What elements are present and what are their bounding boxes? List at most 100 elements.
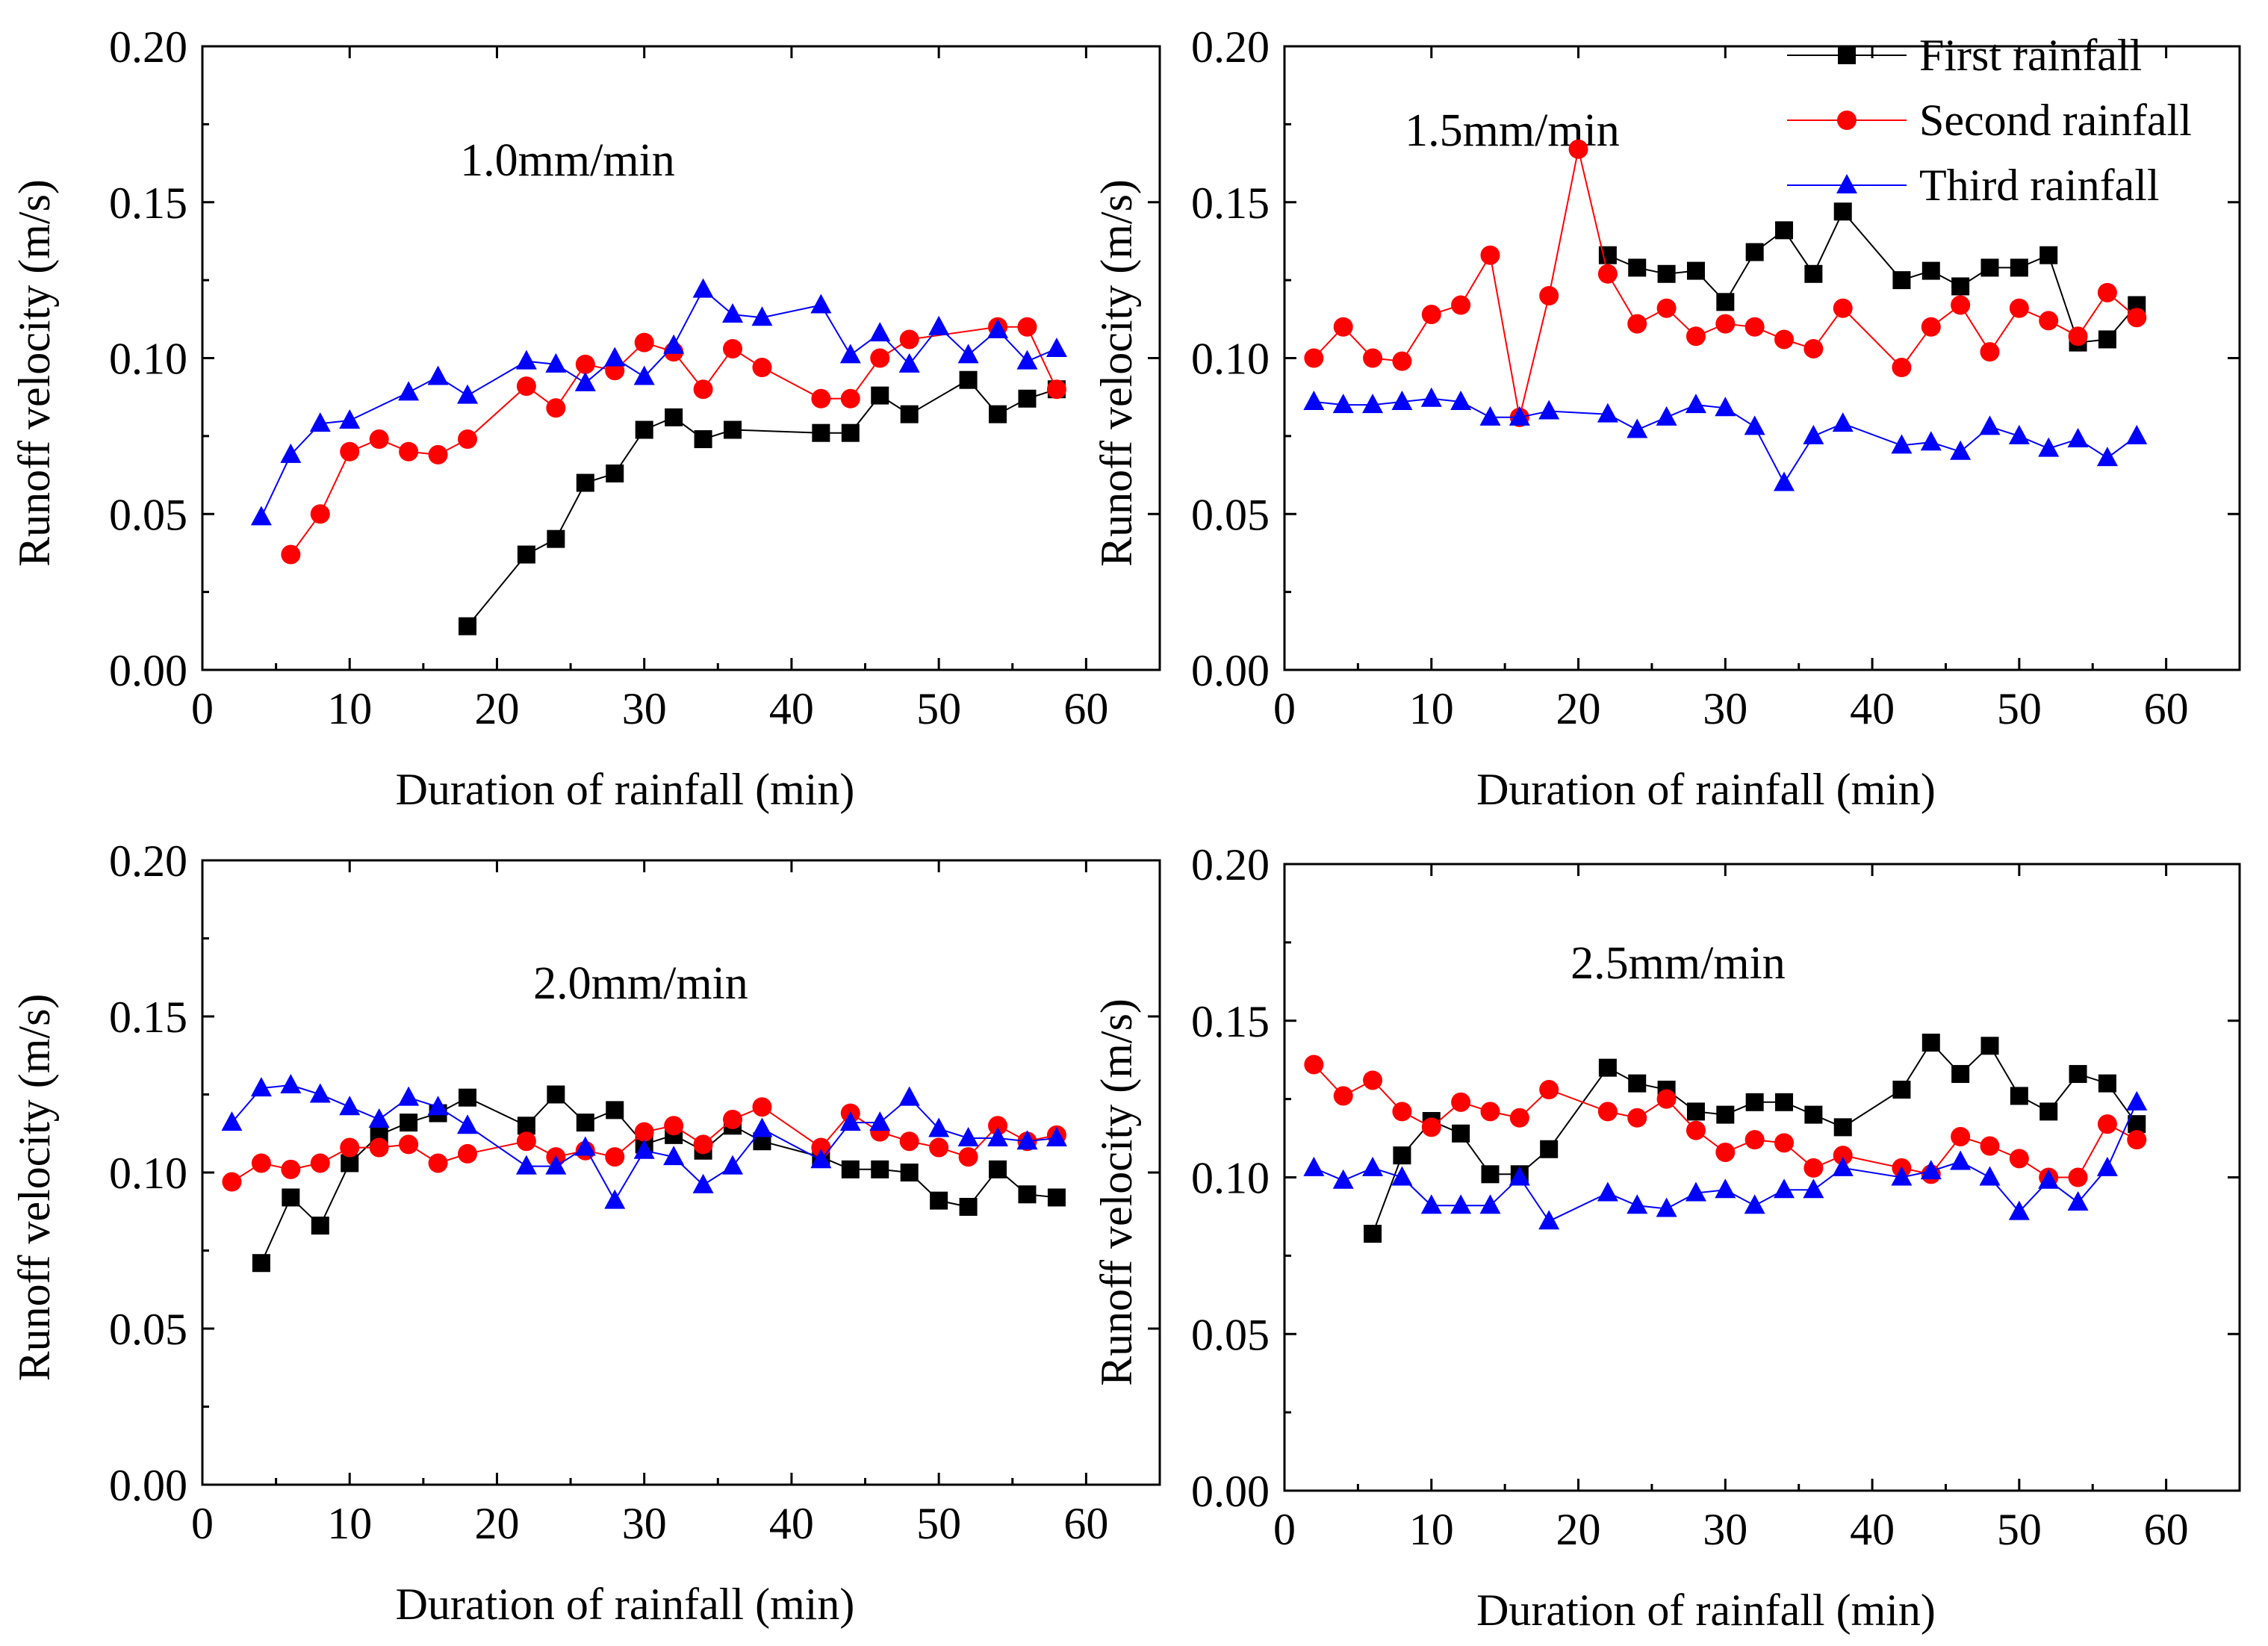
data-point	[1597, 403, 1618, 423]
y-axis-title: Runoff velocity (m/s)	[10, 179, 59, 567]
data-point	[1920, 431, 1942, 451]
data-point	[1333, 317, 1353, 337]
data-point	[1716, 293, 1735, 311]
data-point	[1833, 1146, 1853, 1166]
legend-item: Third rainfall	[1787, 161, 2160, 210]
x-tick-label: 0	[1273, 1505, 1296, 1554]
data-point	[1803, 1158, 1824, 1178]
x-tick-label: 50	[916, 1499, 961, 1548]
data-point	[841, 1160, 860, 1178]
legend: First rainfall Second rainfall Third rainf…	[1787, 31, 2192, 210]
x-tick-label: 30	[1703, 1505, 1747, 1554]
data-point	[1715, 1142, 1736, 1162]
data-point	[633, 365, 655, 385]
legend-marker	[1838, 46, 1856, 64]
data-point	[2010, 1087, 2028, 1105]
data-point	[2009, 1149, 2029, 1169]
data-point	[1744, 1194, 1765, 1214]
x-axis-title: Duration of rainfall (min)	[1476, 765, 1936, 814]
data-point	[1627, 418, 1648, 438]
y-axis-title: Runoff velocity (m/s)	[10, 994, 59, 1382]
legend-item: Second rainfall	[1787, 96, 2192, 145]
data-point	[576, 473, 594, 492]
data-point	[398, 381, 420, 401]
x-tick-label: 40	[769, 1499, 814, 1548]
data-point	[2008, 424, 2030, 444]
data-point	[1803, 338, 1824, 358]
data-point	[694, 430, 712, 449]
data-point	[2039, 311, 2059, 331]
data-point	[1745, 243, 1764, 261]
x-tick-label: 60	[1063, 684, 1108, 733]
data-point	[517, 545, 535, 564]
data-point	[811, 1137, 831, 1158]
series-triangle	[221, 1073, 1067, 1209]
y-tick-label: 0.00	[1191, 1467, 1270, 1516]
chart-panel-2: 0 10 20 30 40 50 60 0.00 0.05 0.10 0.15 0.20 Duratio…	[1092, 22, 2241, 814]
data-point	[1597, 1102, 1618, 1122]
data-point	[812, 423, 830, 442]
data-point	[310, 504, 330, 524]
data-point	[606, 464, 624, 482]
data-point	[1451, 295, 1471, 315]
data-point	[368, 1108, 390, 1128]
data-point	[1833, 1118, 1852, 1137]
data-point	[871, 386, 889, 405]
x-tick-label: 20	[1556, 684, 1601, 733]
y-tick-label: 0.00	[1191, 646, 1270, 695]
data-point	[516, 376, 536, 397]
y-tick-label: 0.10	[1191, 335, 1270, 384]
series-circle	[281, 317, 1066, 565]
x-tick-label: 30	[622, 684, 667, 733]
chart-panel-3: 0 10 20 30 40 50 60 0.00 0.05 0.10 0.15 0.20 Duratio…	[10, 836, 1161, 1629]
data-point	[1745, 1130, 1765, 1150]
data-point	[1391, 390, 1413, 410]
data-point	[340, 441, 360, 462]
data-point	[751, 306, 773, 326]
data-point	[1921, 261, 1940, 280]
data-point	[2009, 298, 2029, 318]
data-point	[1450, 1194, 1472, 1214]
data-point	[1479, 1194, 1501, 1214]
data-point	[1920, 1160, 1942, 1180]
data-point	[280, 1073, 302, 1093]
data-point	[2096, 1156, 2118, 1176]
data-point	[2067, 428, 2089, 448]
data-point	[633, 1139, 655, 1159]
data-point	[1332, 394, 1354, 414]
x-tick-label: 0	[1273, 684, 1296, 733]
data-point	[1832, 1156, 1854, 1176]
data-point	[515, 350, 537, 370]
data-point	[2096, 447, 2118, 467]
data-point	[457, 384, 479, 404]
series-triangle	[1303, 387, 2148, 491]
data-point	[1333, 1086, 1353, 1106]
data-point	[959, 1197, 978, 1216]
data-point	[751, 1117, 773, 1137]
x-tick-label: 0	[191, 1499, 214, 1548]
data-point	[1304, 1055, 1324, 1075]
x-tick-label: 10	[1409, 1505, 1454, 1554]
data-point	[1921, 317, 1941, 337]
data-point	[1597, 1181, 1618, 1202]
chart-panel-1: 0 10 20 30 40 50 60 0.00 0.05 0.10 0.15 0.20 Duratio…	[10, 22, 1161, 814]
data-point	[222, 1172, 242, 1192]
data-point	[2127, 1130, 2147, 1150]
x-tick-label: 10	[327, 1499, 372, 1548]
data-point	[663, 1146, 685, 1166]
data-point	[840, 388, 860, 409]
data-point	[1951, 295, 1971, 315]
x-tick-label: 40	[1850, 1505, 1895, 1554]
data-point	[930, 1191, 948, 1210]
data-point	[398, 1086, 420, 1106]
x-axis-title: Duration of rainfall (min)	[1476, 1586, 1936, 1635]
data-point	[841, 423, 860, 442]
data-point	[1951, 1065, 1970, 1084]
data-point	[900, 1164, 919, 1181]
y-tick-label: 0.20	[109, 836, 187, 886]
data-point	[1480, 1102, 1500, 1122]
data-point	[722, 1155, 744, 1175]
data-point	[663, 334, 685, 354]
data-point	[1539, 1080, 1559, 1100]
data-point	[221, 1111, 243, 1131]
